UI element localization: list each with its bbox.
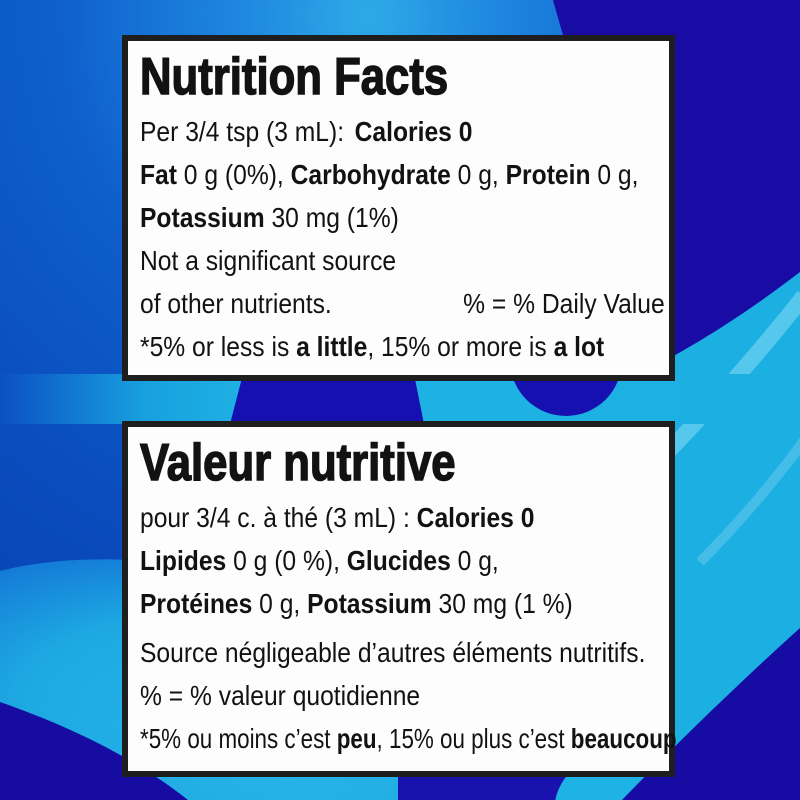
daily-value-line-en: of other nutrients. % = % Daily Value xyxy=(140,282,665,325)
footnote-emphasis: peu xyxy=(336,723,377,755)
nutrient-value: 0 g, xyxy=(252,588,308,620)
footnote-emphasis: beaucoup xyxy=(570,723,677,755)
other-nutrients-text: of other nutrients. xyxy=(140,288,332,320)
footnote-text: *5% or less is xyxy=(140,331,297,363)
nutrient-name: Protéines xyxy=(140,588,253,620)
nutrient-value: 0 g, xyxy=(450,545,499,577)
bg-navy-trapezoid xyxy=(230,374,424,424)
footnote-line-en: *5% or less is a little, 15% or more is … xyxy=(140,325,665,368)
nutrient-value: 0 g, xyxy=(450,159,506,191)
nutrient-value: 0 g, xyxy=(590,159,639,191)
serving-calories-line-en: Per 3/4 tsp (3 mL): Calories 0 xyxy=(140,110,665,153)
calories-en: Calories 0 xyxy=(354,116,473,148)
nutrient-name: Protein xyxy=(505,159,591,191)
nutrient-line-2-fr: Protéines 0 g, Potassium 30 mg (1 %) xyxy=(140,582,665,625)
not-significant-line-en: Not a significant source xyxy=(140,239,665,282)
nutrient-value: 30 mg (1 %) xyxy=(431,588,573,620)
footnote-text: , 15% ou plus c’est xyxy=(376,723,571,755)
footnote-text: , 15% or more is xyxy=(367,331,554,363)
nutrient-name: Fat xyxy=(140,159,177,191)
daily-value-note: % = % valeur quotidienne xyxy=(140,680,421,712)
not-significant-text: Source négligeable d’autres éléments nut… xyxy=(140,637,646,669)
nutrition-facts-panel-en: Nutrition Facts Per 3/4 tsp (3 mL): Calor… xyxy=(122,35,675,381)
not-significant-line-fr: Source négligeable d’autres éléments nut… xyxy=(140,631,665,674)
nutrient-name: Potassium xyxy=(140,202,265,234)
nutrient-value: 0 g (0 %), xyxy=(226,545,347,577)
nutrient-line-1-en: Fat 0 g (0%), Carbohydrate 0 g, Protein … xyxy=(140,153,665,196)
footnote-text: *5% ou moins c’est xyxy=(140,723,337,755)
serving-size-fr: pour 3/4 c. à thé (3 mL) : xyxy=(140,502,417,534)
nutrient-name: Potassium xyxy=(307,588,432,620)
footnote-emphasis: a little xyxy=(296,331,368,363)
nutrient-line-2-en: Potassium 30 mg (1%) xyxy=(140,196,665,239)
panel-title-fr: Valeur nutritive xyxy=(139,434,456,492)
nutrition-facts-panel-fr: Valeur nutritive pour 3/4 c. à thé (3 mL… xyxy=(122,421,677,777)
calories-fr: Calories 0 xyxy=(416,502,535,534)
nutrient-value: 30 mg (1%) xyxy=(264,202,399,234)
nutrient-name: Carbohydrate xyxy=(290,159,451,191)
serving-size-en: Per 3/4 tsp (3 mL): xyxy=(140,116,345,148)
nutrient-name: Lipides xyxy=(140,545,227,577)
nutrient-name: Glucides xyxy=(346,545,451,577)
daily-value-note: % = % Daily Value xyxy=(463,288,665,320)
bg-light-streak-2 xyxy=(696,437,800,566)
panel-title-en: Nutrition Facts xyxy=(139,48,449,106)
daily-value-line-fr: % = % valeur quotidienne xyxy=(140,674,665,717)
nutrient-line-1-fr: Lipides 0 g (0 %), Glucides 0 g, xyxy=(140,539,665,582)
footnote-emphasis: a lot xyxy=(553,331,605,363)
serving-calories-line-fr: pour 3/4 c. à thé (3 mL) : Calories 0 xyxy=(140,496,665,539)
footnote-line-fr: *5% ou moins c’est peu, 15% ou plus c’es… xyxy=(140,717,677,760)
nutrient-value: 0 g (0%), xyxy=(176,159,291,191)
not-significant-text: Not a significant source xyxy=(140,245,397,277)
